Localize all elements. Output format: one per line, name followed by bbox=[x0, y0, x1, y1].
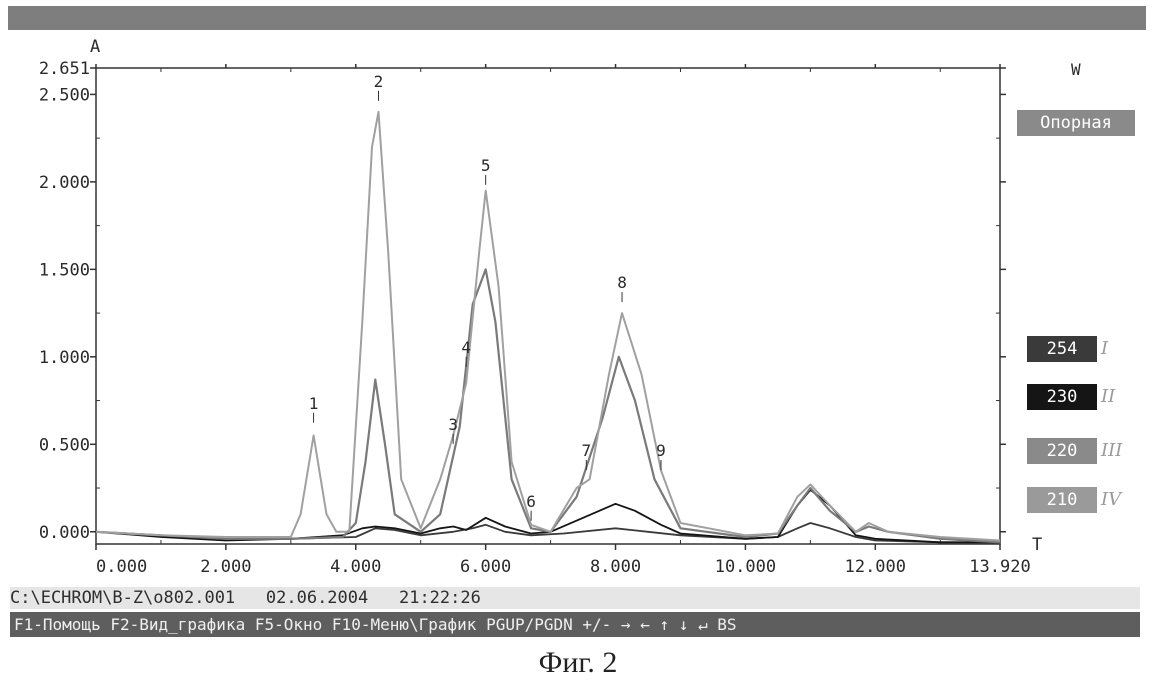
y-tick-label: 2.651 bbox=[39, 59, 90, 79]
x-tick-label: 8.000 bbox=[590, 557, 641, 577]
y-axis-label: A bbox=[90, 37, 100, 57]
peak-label: 3 bbox=[448, 415, 458, 434]
reference-label[interactable]: Опорная bbox=[1017, 110, 1135, 136]
wavelength-210-box[interactable]: 210 bbox=[1027, 487, 1097, 513]
x-tick-label: 0.000 bbox=[96, 557, 147, 577]
x-tick-label: 12.000 bbox=[845, 557, 906, 577]
figure-caption: Фиг. 2 bbox=[0, 646, 1156, 680]
peak-label: 1 bbox=[309, 394, 319, 413]
x-tick-label: 10.000 bbox=[715, 557, 776, 577]
y-tick-label: 2.500 bbox=[39, 85, 90, 105]
y-tick-label: 0.500 bbox=[39, 435, 90, 455]
series-line-220 bbox=[96, 269, 1000, 542]
right-axis-label: W bbox=[1071, 60, 1081, 79]
function-key-bar: F1-Помощь F2-Вид_графика F5-Окно F10-Мен… bbox=[10, 612, 1140, 637]
roman-label-I: I bbox=[1101, 336, 1108, 362]
peak-label: 5 bbox=[481, 156, 491, 175]
wavelength-220-box[interactable]: 220 bbox=[1027, 438, 1097, 464]
peak-label: 6 bbox=[526, 492, 536, 511]
file-path: C:\ECHROM\B-Z\o802.001 bbox=[10, 588, 235, 608]
roman-label-IV: IV bbox=[1101, 487, 1121, 513]
wavelength-254-box[interactable]: 254 bbox=[1027, 336, 1097, 362]
peak-label: 7 bbox=[581, 441, 591, 460]
x-tick-label: 4.000 bbox=[330, 557, 381, 577]
peak-label: 4 bbox=[461, 338, 471, 357]
series-line-210 bbox=[96, 112, 1000, 541]
wavelength-230-box[interactable]: 230 bbox=[1027, 384, 1097, 410]
status-date: 02.06.2004 bbox=[266, 588, 368, 608]
help-key[interactable]: F1-Помощь bbox=[14, 615, 101, 634]
status-line: C:\ECHROM\B-Z\o802.001 02.06.2004 21:22:… bbox=[10, 587, 1140, 609]
x-tick-label: 13.920 bbox=[969, 557, 1030, 577]
navigation-keys[interactable]: PGUP/PGDN +/- → ← ↑ ↓ ↵ BS bbox=[486, 615, 736, 634]
plot-frame bbox=[96, 68, 1000, 544]
y-tick-label: 2.000 bbox=[39, 173, 90, 193]
x-axis-label: T bbox=[1032, 535, 1042, 555]
x-tick-label: 2.000 bbox=[200, 557, 251, 577]
peak-label: 9 bbox=[656, 441, 666, 460]
graph-view-key[interactable]: F2-Вид_графика bbox=[110, 615, 245, 634]
y-tick-label: 1.500 bbox=[39, 260, 90, 280]
status-time: 21:22:26 bbox=[399, 588, 481, 608]
peak-label: 2 bbox=[374, 72, 384, 91]
roman-label-III: III bbox=[1101, 438, 1122, 464]
y-tick-label: 0.000 bbox=[39, 523, 90, 543]
menu-key[interactable]: F10-Меню\График bbox=[332, 615, 477, 634]
roman-label-II: II bbox=[1101, 384, 1115, 410]
x-tick-label: 6.000 bbox=[460, 557, 511, 577]
peak-label: 8 bbox=[617, 273, 627, 292]
window-key[interactable]: F5-Окно bbox=[255, 615, 322, 634]
y-tick-label: 1.000 bbox=[39, 348, 90, 368]
